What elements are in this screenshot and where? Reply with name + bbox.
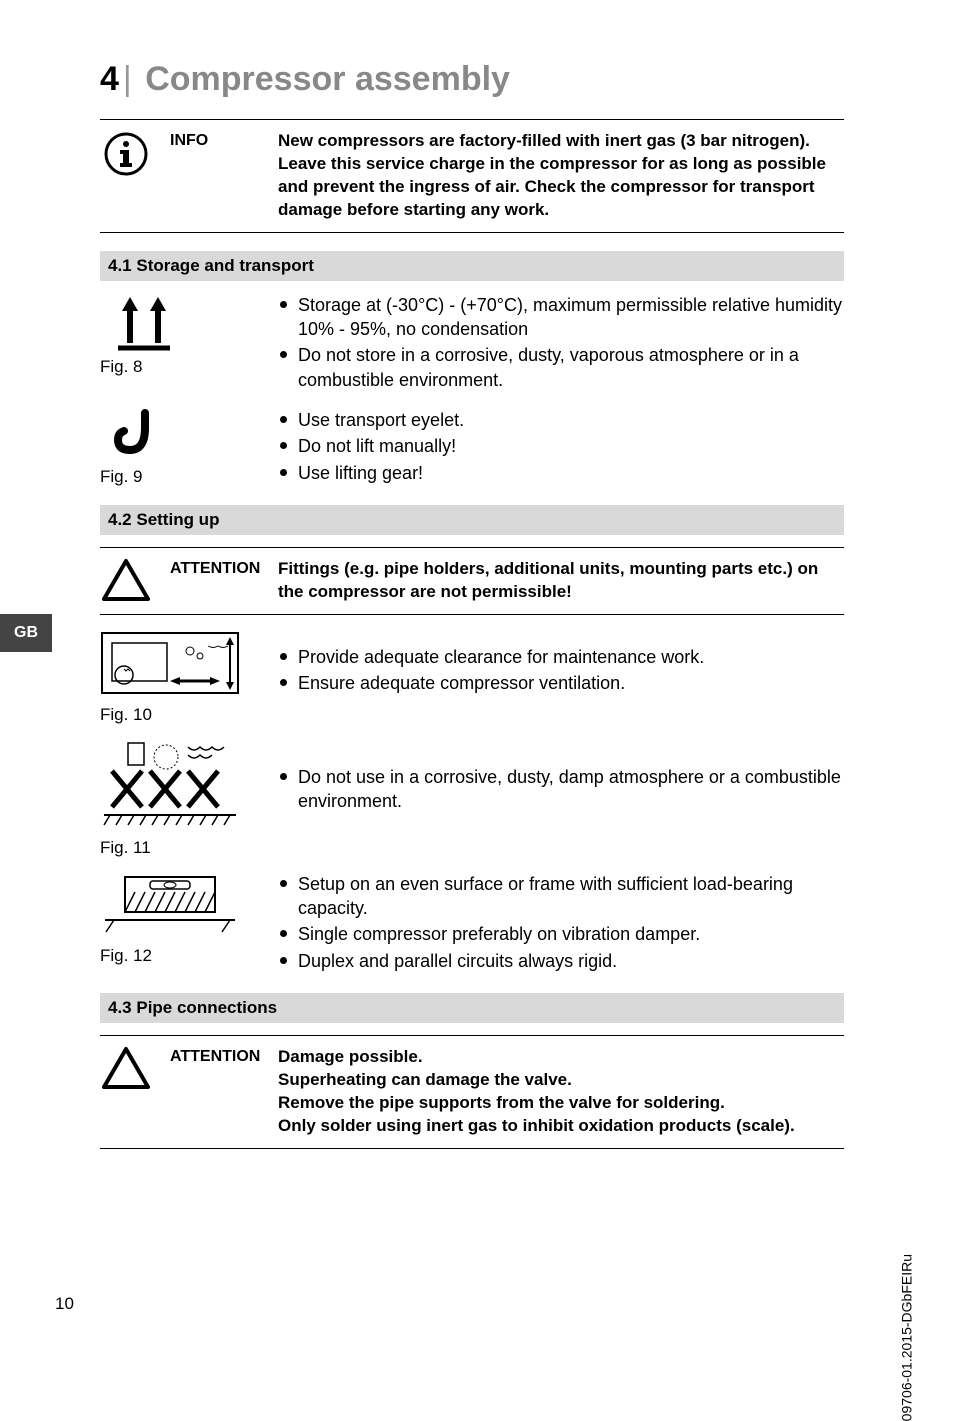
divider [100, 614, 844, 615]
list-item: Do not use in a corrosive, dusty, damp a… [280, 765, 844, 814]
fig11-bullets: Do not use in a corrosive, dusty, damp a… [280, 765, 844, 814]
list-item: Ensure adequate compressor ventilation. [280, 671, 844, 695]
list-item: Single compressor preferably on vibratio… [280, 922, 844, 946]
fig11-icon [100, 739, 240, 834]
fig9-caption: Fig. 9 [100, 467, 260, 487]
section-4-3-header: 4.3 Pipe connections [100, 993, 844, 1023]
list-item: Provide adequate clearance for maintenan… [280, 645, 844, 669]
fig11-row: Fig. 11 Do not use in a corrosive, dusty… [100, 739, 844, 858]
chapter-number: 4 [100, 60, 119, 98]
info-icon [100, 130, 152, 178]
chapter-divider: | [119, 60, 136, 98]
fig8-icon [100, 293, 190, 353]
fig10-row: Fig. 10 Provide adequate clearance for m… [100, 631, 844, 725]
list-item: Storage at (-30°C) - (+70°C), maximum pe… [280, 293, 844, 342]
divider [100, 232, 844, 233]
chapter-name: Compressor assembly [145, 60, 510, 98]
attention-line: Damage possible. [278, 1046, 844, 1069]
attention-line: Remove the pipe supports from the valve … [278, 1092, 844, 1115]
attention-text: Damage possible. Superheating can damage… [278, 1046, 844, 1138]
chapter-title: 4| Compressor assembly [100, 60, 844, 99]
fig10-bullets: Provide adequate clearance for maintenan… [280, 645, 844, 696]
fig11-caption: Fig. 11 [100, 838, 260, 858]
fig12-icon [100, 872, 240, 942]
fig12-row: Fig. 12 Setup on an even surface or fram… [100, 872, 844, 975]
attention1-callout: ATTENTION Fittings (e.g. pipe holders, a… [100, 548, 844, 614]
language-tab: GB [0, 614, 52, 652]
list-item: Do not lift manually! [280, 434, 844, 458]
list-item: Do not store in a corrosive, dusty, vapo… [280, 343, 844, 392]
list-item: Setup on an even surface or frame with s… [280, 872, 844, 921]
document-code: 09706-01.2015-DGbFEIRu [898, 1254, 914, 1421]
attention2-callout: ATTENTION Damage possible. Superheating … [100, 1036, 844, 1148]
list-item: Duplex and parallel circuits always rigi… [280, 949, 844, 973]
divider [100, 1148, 844, 1149]
list-item: Use transport eyelet. [280, 408, 844, 432]
section-4-1-header: 4.1 Storage and transport [100, 251, 844, 281]
attention-label: ATTENTION [170, 558, 260, 578]
warning-icon [100, 558, 152, 602]
fig12-bullets: Setup on an even surface or frame with s… [280, 872, 844, 973]
fig9-hook-icon [100, 408, 190, 463]
info-text: New compressors are factory-filled with … [278, 130, 844, 222]
fig8-caption: Fig. 8 [100, 357, 260, 377]
page-content: 4| Compressor assembly INFO New compress… [0, 0, 954, 1169]
fig9-bullets: Use transport eyelet. Do not lift manual… [280, 408, 844, 485]
section-4-2-header: 4.2 Setting up [100, 505, 844, 535]
attention-label: ATTENTION [170, 1046, 260, 1066]
attention-text: Fittings (e.g. pipe holders, additional … [278, 558, 844, 604]
fig9-row: Fig. 9 Use transport eyelet. Do not lift… [100, 408, 844, 487]
page-number: 10 [55, 1294, 74, 1314]
fig8-row: Fig. 8 Storage at (-30°C) - (+70°C), max… [100, 293, 844, 394]
fig10-caption: Fig. 10 [100, 705, 260, 725]
info-callout: INFO New compressors are factory-filled … [100, 120, 844, 232]
attention-line: Superheating can damage the valve. [278, 1069, 844, 1092]
fig10-icon [100, 631, 240, 701]
warning-icon [100, 1046, 152, 1090]
fig12-caption: Fig. 12 [100, 946, 260, 966]
info-label: INFO [170, 130, 260, 150]
fig8-bullets: Storage at (-30°C) - (+70°C), maximum pe… [280, 293, 844, 392]
list-item: Use lifting gear! [280, 461, 844, 485]
attention-line: Only solder using inert gas to inhibit o… [278, 1115, 844, 1138]
